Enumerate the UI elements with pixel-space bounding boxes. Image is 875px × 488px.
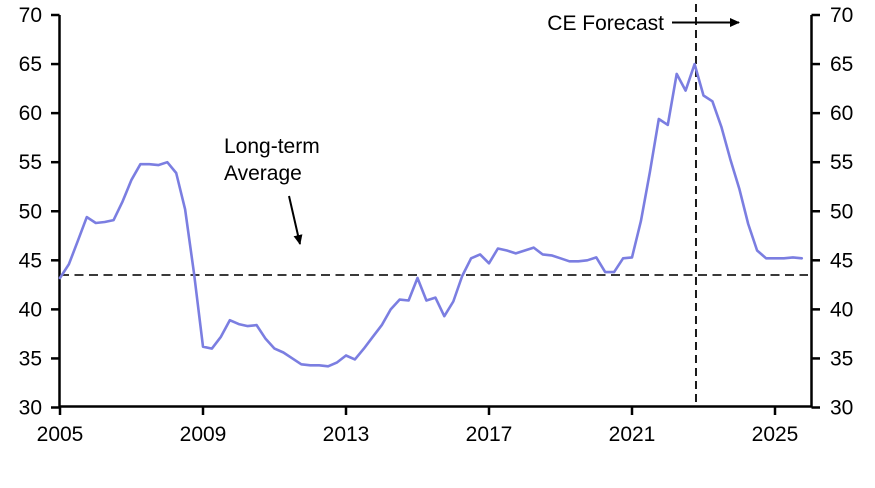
annotation-long-term-average: Long-term Average bbox=[224, 135, 320, 185]
y-axis-right-tick-label: 50 bbox=[830, 200, 853, 223]
x-axis-tick-label: 2009 bbox=[180, 423, 227, 446]
average-label-line2: Average bbox=[224, 162, 302, 185]
y-axis-left-tick-label: 40 bbox=[19, 298, 42, 321]
y-axis-right-tick-label: 40 bbox=[830, 298, 853, 321]
y-axis-right-tick-label: 35 bbox=[830, 347, 853, 370]
y-axis-right-tick-label: 60 bbox=[830, 102, 853, 125]
x-axis-tick-label: 2021 bbox=[609, 423, 656, 446]
y-axis-right-tick-label: 30 bbox=[830, 397, 853, 420]
x-axis-tick-label: 2013 bbox=[323, 423, 370, 446]
x-axis-tick-label: 2025 bbox=[752, 423, 799, 446]
axes-spines bbox=[58, 15, 813, 408]
y-axis-right-tick-label: 70 bbox=[830, 4, 853, 27]
y-axis-left-tick-label: 70 bbox=[19, 4, 42, 27]
y-axis-left-tick-label: 55 bbox=[19, 151, 42, 174]
y-axis-right-tick-label: 45 bbox=[830, 249, 853, 272]
y-axis-right-tick-label: 55 bbox=[830, 151, 853, 174]
series-line bbox=[58, 62, 804, 368]
average-label-line1: Long-term bbox=[224, 135, 320, 158]
y-axis-left-tick-label: 35 bbox=[19, 347, 42, 370]
x-axis-tick-label: 2005 bbox=[37, 423, 84, 446]
annotation-ce-forecast: CE Forecast bbox=[547, 12, 664, 35]
y-axis-left-tick-label: 60 bbox=[19, 102, 42, 125]
y-axis-right-tick-label: 65 bbox=[830, 53, 853, 76]
y-axis-left-tick-label: 45 bbox=[19, 249, 42, 272]
long-term-average-arrow-icon bbox=[288, 195, 303, 245]
y-axis-left-tick-label: 30 bbox=[19, 397, 42, 420]
y-axis-left-tick-label: 65 bbox=[19, 53, 42, 76]
y-axis-left-tick-label: 50 bbox=[19, 200, 42, 223]
x-axis-tick-label: 2017 bbox=[466, 423, 513, 446]
